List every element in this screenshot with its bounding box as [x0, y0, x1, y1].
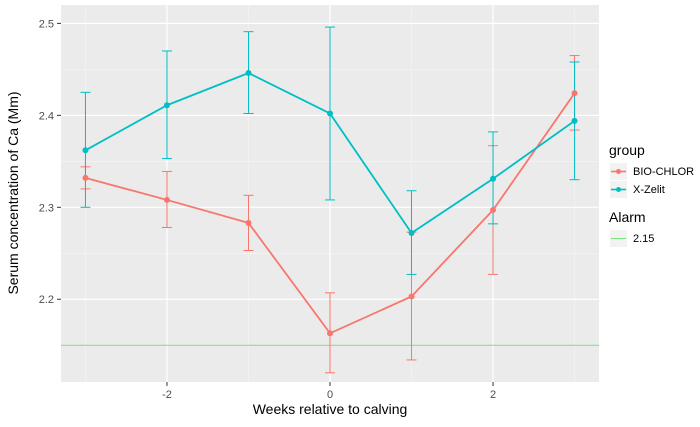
legend: group BIO-CHLOR X-Zelit Alarm 2.15 — [609, 142, 694, 247]
legend-key-point — [616, 169, 621, 174]
x-axis-title: Weeks relative to calving — [253, 401, 408, 417]
data-point — [571, 117, 578, 124]
data-point — [490, 175, 497, 182]
legend-alarm-label: 2.15 — [633, 233, 654, 245]
data-points — [82, 70, 578, 337]
data-point — [408, 230, 415, 237]
x-tick-label: 2 — [490, 389, 496, 401]
data-point — [571, 90, 578, 97]
y-tick-label: 2.2 — [39, 294, 54, 306]
legend-alarm-title: Alarm — [609, 209, 646, 225]
data-point — [163, 196, 170, 203]
data-point — [327, 330, 333, 337]
data-point — [82, 147, 89, 154]
data-point — [82, 174, 89, 181]
y-tick-label: 2.5 — [39, 18, 54, 30]
y-tick-label: 2.3 — [39, 202, 54, 214]
data-point — [327, 110, 333, 117]
data-point — [408, 293, 415, 300]
x-tick-label: -2 — [162, 389, 172, 401]
data-point — [163, 102, 170, 109]
legend-label: X-Zelit — [633, 184, 665, 196]
data-point — [245, 70, 252, 77]
legend-group-title: group — [609, 142, 645, 158]
legend-key-point — [616, 187, 621, 192]
y-tick-label: 2.4 — [39, 110, 54, 122]
x-tick-label: 0 — [327, 389, 333, 401]
x-axis-ticks: -2 0 2 — [162, 382, 496, 401]
data-point — [245, 219, 252, 226]
legend-label: BIO-CHLOR — [633, 166, 694, 178]
y-axis-title: Serum concentration of Ca (Mm) — [5, 91, 21, 294]
y-axis-ticks: 2.2 2.3 2.4 2.5 — [39, 18, 61, 306]
legend-items: BIO-CHLOR X-Zelit — [610, 163, 694, 198]
data-point — [490, 207, 497, 214]
